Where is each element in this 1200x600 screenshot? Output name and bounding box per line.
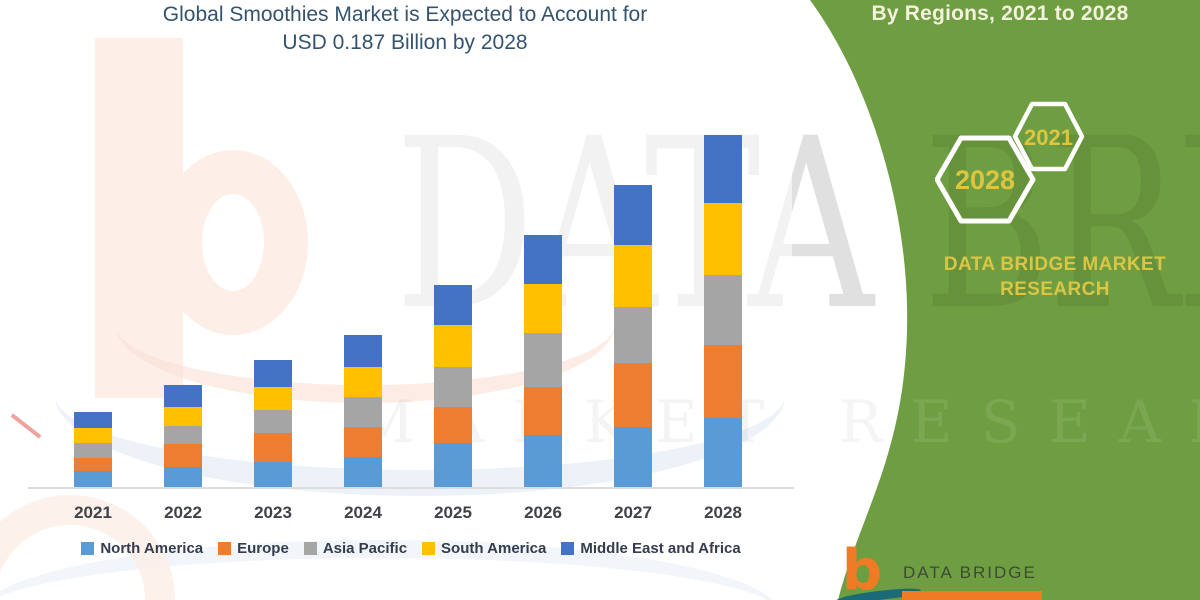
x-axis-label-2027: 2027 xyxy=(614,503,652,522)
bar-segment-2026-middle-east-and-africa xyxy=(524,235,562,284)
footer-logo-name: DATA BRIDGE xyxy=(903,563,1037,582)
bar-segment-2024-asia-pacific xyxy=(344,397,382,427)
bar-segment-2026-asia-pacific xyxy=(524,333,562,387)
bar-segment-2025-middle-east-and-africa xyxy=(434,285,472,325)
bar-segment-2021-europe xyxy=(74,458,112,471)
bar-segment-2028-south-america xyxy=(704,203,742,275)
legend-swatch-icon xyxy=(303,542,317,555)
x-axis-label-2025: 2025 xyxy=(434,503,472,522)
legend-swatch-icon xyxy=(81,542,95,555)
bar-segment-2026-north-america xyxy=(524,435,562,487)
x-axis-label-2023: 2023 xyxy=(254,503,292,522)
brand-name: DATA BRIDGE MARKET RESEARCH xyxy=(905,252,1200,302)
bar-segment-2022-asia-pacific xyxy=(164,426,202,444)
bar-segment-2023-middle-east-and-africa xyxy=(254,360,292,387)
bar-segment-2021-north-america xyxy=(74,471,112,487)
legend-label: Middle East and Africa xyxy=(580,540,741,557)
bar-segment-2022-middle-east-and-africa xyxy=(164,385,202,407)
x-axis-label-2024: 2024 xyxy=(344,503,382,522)
bar-segment-2027-europe xyxy=(614,363,652,427)
bar-segment-2025-south-america xyxy=(434,325,472,367)
x-axis-line xyxy=(28,487,794,489)
chart-title-line1: Global Smoothies Market is Expected to A… xyxy=(162,3,648,26)
legend-label: South America xyxy=(441,540,547,557)
chart-title: Global Smoothies Market is Expected to A… xyxy=(10,1,800,57)
bar-segment-2023-europe xyxy=(254,433,292,462)
legend-item-south-america: South America xyxy=(422,540,546,557)
legend-label: Europe xyxy=(237,540,289,557)
x-axis-label-2021: 2021 xyxy=(74,503,112,522)
legend-item-europe: Europe xyxy=(218,540,289,557)
bar-segment-2028-middle-east-and-africa xyxy=(704,135,742,203)
bar-segment-2027-north-america xyxy=(614,427,652,487)
footer-logo-b-icon: b xyxy=(842,538,883,600)
legend-item-asia-pacific: Asia Pacific xyxy=(303,540,408,557)
bar-segment-2022-north-america xyxy=(164,467,202,487)
watermark-red-line xyxy=(10,413,42,439)
bar-segment-2025-europe xyxy=(434,407,472,443)
legend-label: Asia Pacific xyxy=(322,540,408,557)
bar-segment-2028-europe xyxy=(704,345,742,418)
side-panel-green-path xyxy=(810,0,1200,600)
x-axis-label-2028: 2028 xyxy=(704,503,742,522)
bar-segment-2023-asia-pacific xyxy=(254,410,292,433)
bar-segment-2021-south-america xyxy=(74,428,112,443)
hexagon-2028-label: 2028 xyxy=(955,165,1015,195)
bar-segment-2021-middle-east-and-africa xyxy=(74,412,112,428)
bar-segment-2027-south-america xyxy=(614,245,652,307)
bar-segment-2022-europe xyxy=(164,444,202,467)
bar-segment-2023-north-america xyxy=(254,462,292,487)
legend-swatch-icon xyxy=(561,542,575,555)
bar-segment-2026-south-america xyxy=(524,284,562,333)
bar-segment-2027-asia-pacific xyxy=(614,307,652,363)
brand-line2: RESEARCH xyxy=(1000,279,1110,300)
bar-segment-2028-north-america xyxy=(704,418,742,487)
x-axis-label-2026: 2026 xyxy=(524,503,562,522)
bar-segment-2024-south-america xyxy=(344,367,382,397)
bar-segment-2023-south-america xyxy=(254,387,292,410)
legend-item-middle-east-and-africa: Middle East and Africa xyxy=(561,540,741,557)
legend-swatch-icon xyxy=(422,542,436,555)
legend-swatch-icon xyxy=(218,542,232,555)
bar-segment-2021-asia-pacific xyxy=(74,443,112,458)
bar-segment-2025-north-america xyxy=(434,443,472,487)
legend-label: North America xyxy=(100,540,204,557)
bar-segment-2024-middle-east-and-africa xyxy=(344,335,382,367)
footer-logo-orange-bar xyxy=(902,591,1042,600)
year-hexagons: 2028 2021 xyxy=(935,101,1085,224)
bar-segment-2025-asia-pacific xyxy=(434,367,472,407)
chart-legend: North America Europe Asia Pacific South Ame… xyxy=(30,540,792,557)
bar-segment-2027-middle-east-and-africa xyxy=(614,185,652,245)
bar-segment-2022-south-america xyxy=(164,407,202,426)
hexagon-2021-outline xyxy=(1012,101,1085,172)
bar-segment-2028-asia-pacific xyxy=(704,275,742,345)
side-panel-shape xyxy=(810,0,1200,600)
bar-segment-2024-europe xyxy=(344,427,382,457)
hexagon-2021-label: 2021 xyxy=(1024,125,1073,150)
brand-line1: DATA BRIDGE MARKET xyxy=(943,254,1167,275)
bar-segment-2024-north-america xyxy=(344,457,382,487)
chart-title-line2: USD 0.187 Billion by 2028 xyxy=(282,31,528,54)
legend-item-north-america: North America xyxy=(81,540,203,557)
bar-segment-2026-europe xyxy=(524,387,562,435)
x-axis-label-2022: 2022 xyxy=(164,503,202,522)
side-panel-heading: By Regions, 2021 to 2028 xyxy=(871,2,1129,25)
hexagon-2028-outline xyxy=(935,135,1036,224)
